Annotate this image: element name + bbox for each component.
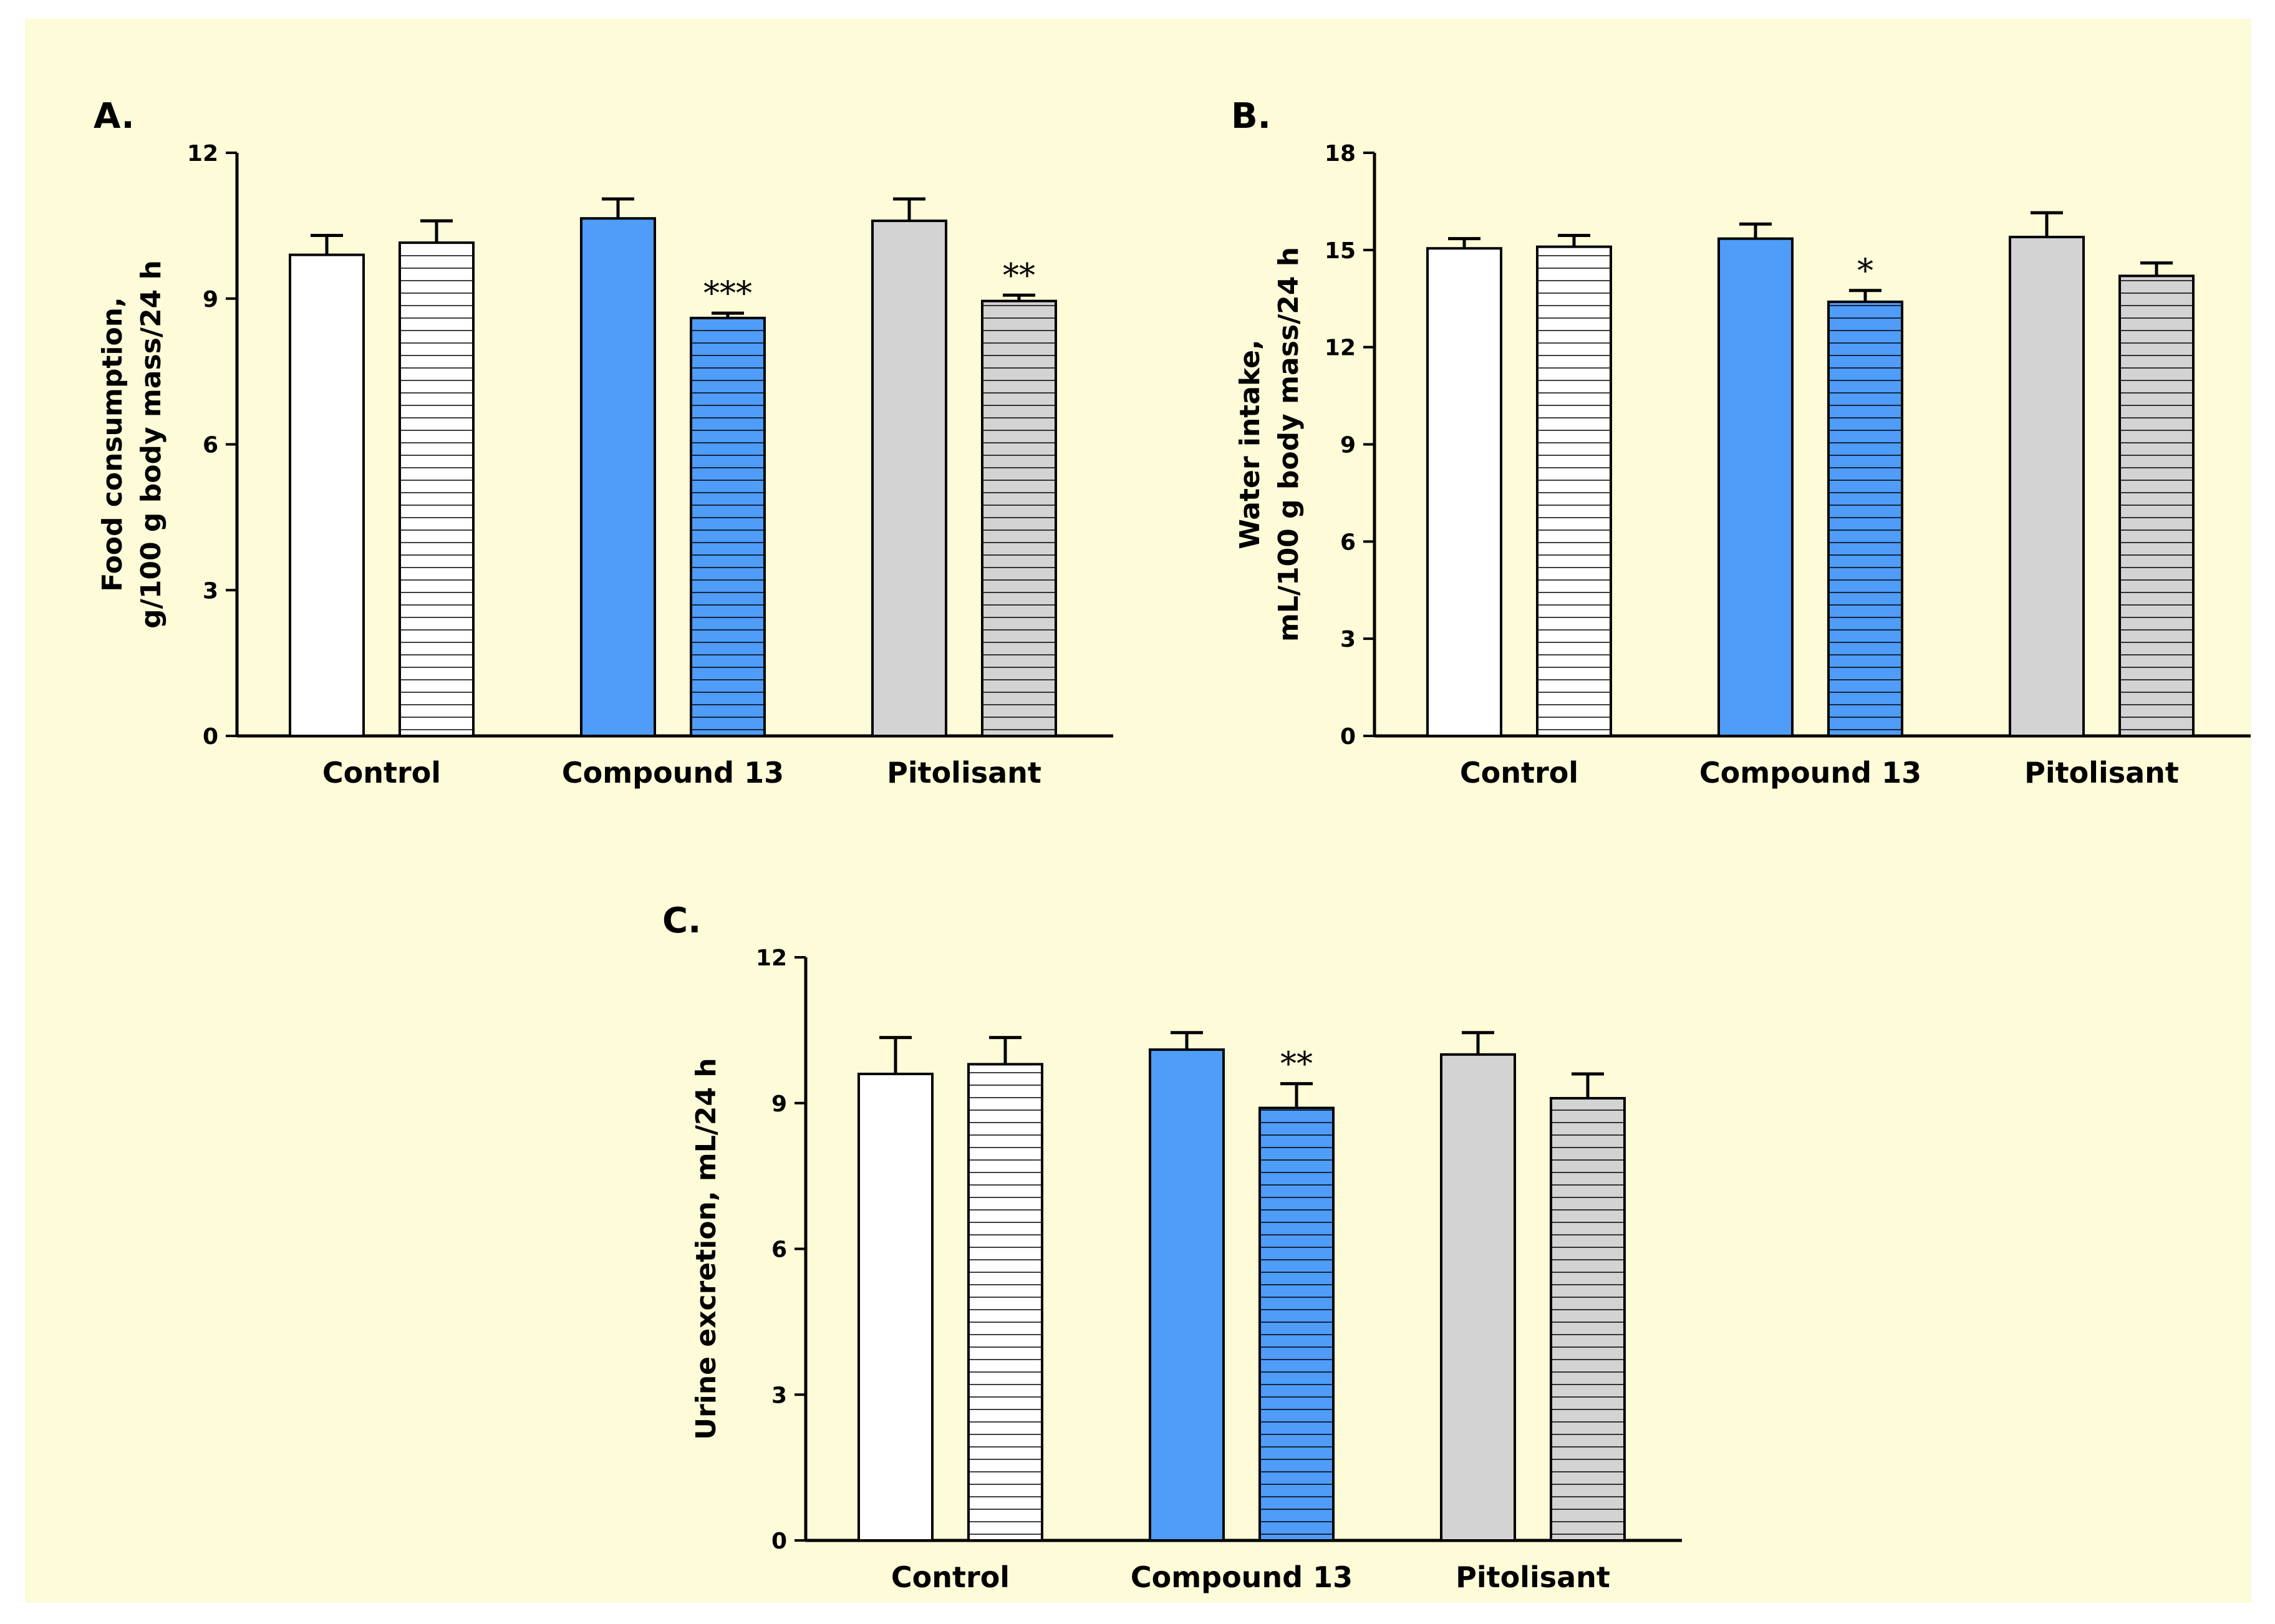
y-tick-label: 3 [1340, 627, 1356, 652]
chart-food-consumption: A. Food consumption, g/100 g body mass/24 … [94, 96, 1113, 790]
panel-letter: B. [1231, 96, 1271, 137]
y-tick-label: 9 [203, 287, 218, 312]
chart-urine-excretion: C. Urine excretion, mL/24 h 0 3 6 9 12 Control *… [662, 901, 1682, 1594]
chart-water-intake: B. Water intake, mL/100 g body mass/24 h 0 3… [1231, 96, 2251, 790]
bar-solid-pitolisant [871, 220, 947, 738]
y-axis-title-line: Urine excretion, mL/24 h [690, 1058, 722, 1439]
y-tick-label: 6 [1340, 529, 1356, 555]
figure-background [25, 19, 2251, 1603]
y-tick-label: 18 [1325, 141, 1356, 167]
bar-hatched-control [1536, 245, 1612, 737]
x-category-label: Control [891, 1560, 1010, 1594]
x-category-label: Pitolisant [2024, 756, 2179, 790]
x-category-label: Pitolisant [1456, 1560, 1610, 1594]
y-axis-title-line: g/100 g body mass/24 h [135, 260, 167, 629]
x-category-label: Control [322, 756, 441, 790]
bar-hatched-control [967, 1063, 1043, 1542]
bar-hatched-compound-13 [1827, 300, 1903, 737]
bar-hatched-pitolisant [981, 299, 1057, 738]
panel-letter: A. [94, 96, 135, 137]
y-axis-title-line: Water intake, [1234, 339, 1266, 549]
y-tick-label: 6 [203, 433, 218, 458]
x-category-label: Compound 13 [1699, 756, 1921, 790]
bar-hatched-pitolisant [2118, 274, 2195, 737]
bar-solid-compound-13 [580, 217, 656, 737]
x-category-label: Pitolisant [887, 756, 1041, 790]
significance-label: ** [1003, 257, 1035, 294]
y-tick-label: 0 [203, 724, 218, 750]
y-tick-label: 0 [771, 1529, 787, 1554]
y-tick-label: 3 [771, 1383, 787, 1408]
x-category-label: Control [1460, 756, 1578, 790]
y-axis-title-line: mL/100 g body mass/24 h [1273, 247, 1305, 642]
bar-solid-compound-13 [1717, 237, 1794, 737]
significance-label: *** [703, 275, 752, 312]
significance-label: * [1857, 253, 1873, 290]
panel-letter: C. [662, 901, 701, 941]
y-tick-label: 6 [771, 1237, 787, 1263]
y-tick-label: 12 [187, 141, 218, 167]
bar-solid-compound-13 [1149, 1048, 1225, 1542]
bar-hatched-compound-13 [1258, 1106, 1335, 1542]
y-tick-label: 15 [1325, 238, 1356, 264]
y-tick-label: 9 [771, 1091, 787, 1117]
bar-solid-pitolisant [1440, 1053, 1516, 1542]
bar-hatched-compound-13 [690, 316, 766, 737]
x-category-label: Compound 13 [1131, 1560, 1353, 1594]
significance-label: ** [1280, 1046, 1313, 1083]
y-tick-label: 12 [756, 945, 787, 971]
bar-solid-pitolisant [2009, 236, 2085, 737]
y-tick-label: 9 [1340, 433, 1356, 458]
bar-hatched-control [398, 241, 475, 738]
y-axis-title-line: Food consumption, [97, 297, 128, 591]
bar-hatched-pitolisant [1550, 1096, 1626, 1542]
y-tick-label: 0 [1340, 724, 1356, 750]
bar-solid-control [857, 1073, 934, 1542]
y-tick-label: 3 [203, 578, 218, 604]
bar-solid-control [1426, 247, 1502, 738]
x-category-label: Compound 13 [562, 756, 784, 790]
bar-solid-control [289, 253, 365, 737]
y-tick-label: 12 [1325, 336, 1356, 361]
